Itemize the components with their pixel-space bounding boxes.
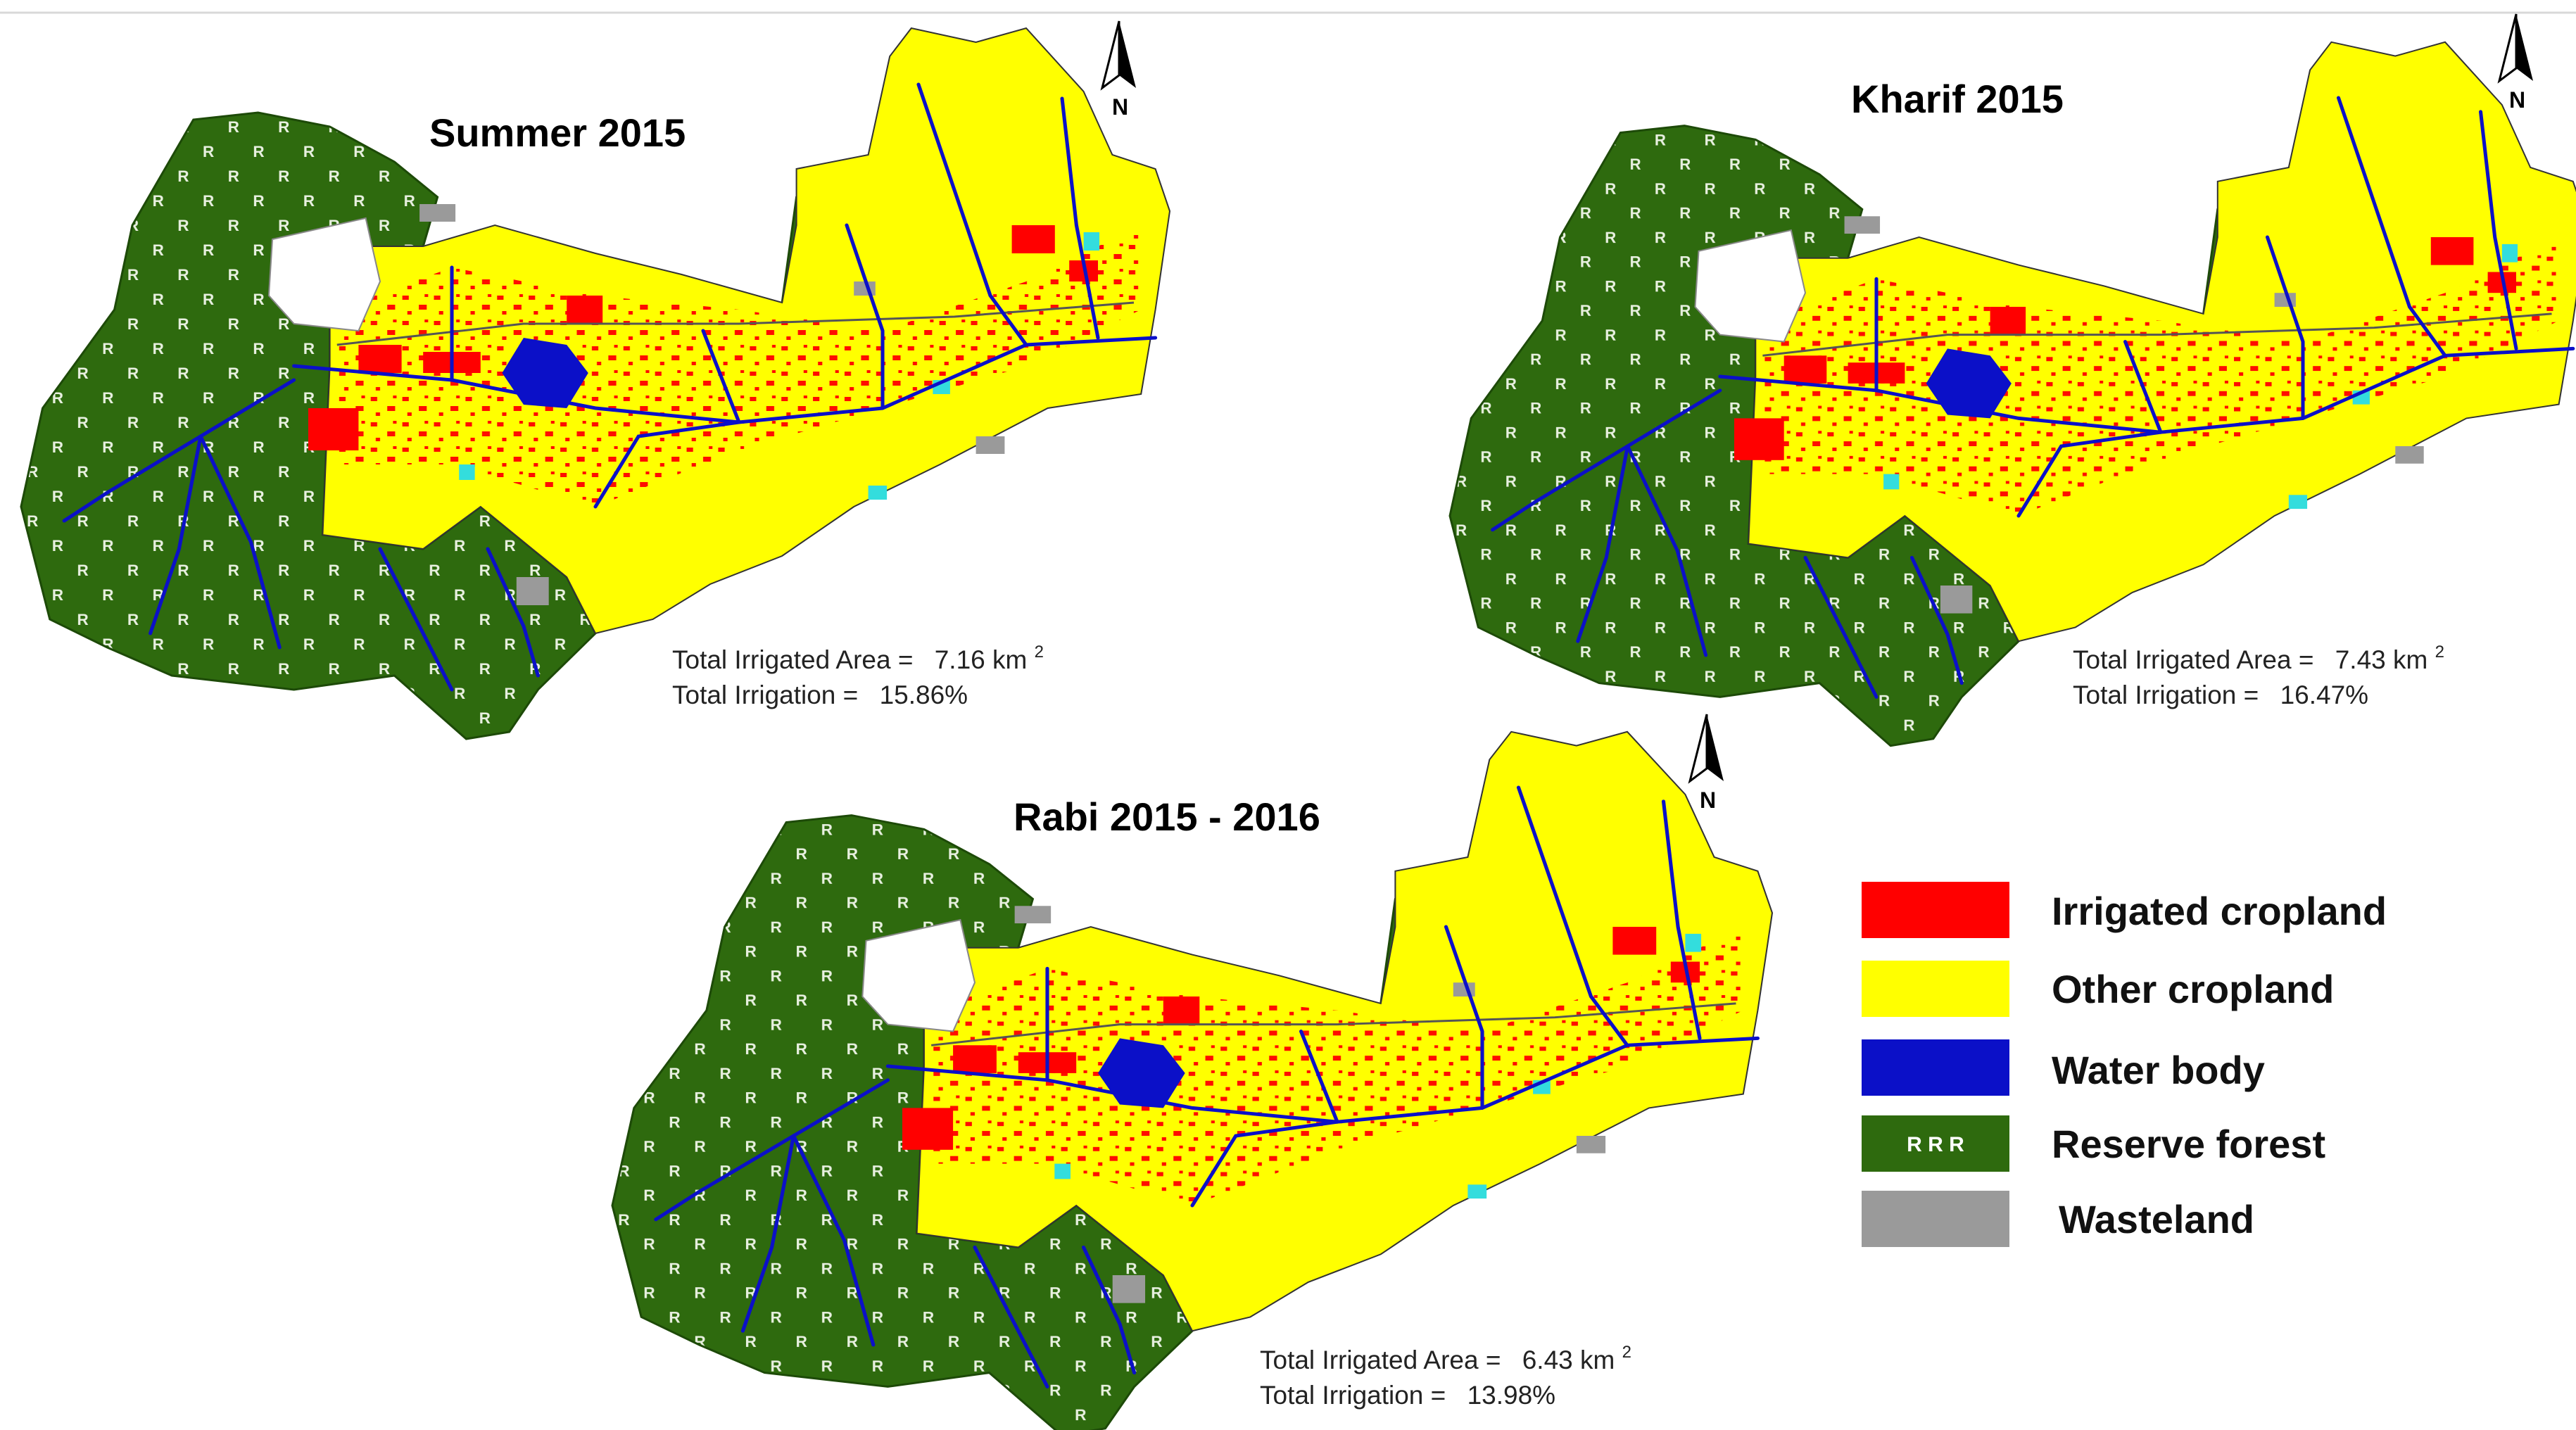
- map-kharif: Kharif 2015 N Total Irrigated Area = 7.4…: [1450, 13, 2576, 746]
- rabi-area-label: Total Irrigated Area =: [1260, 1346, 1501, 1374]
- legend-item-irrigated: Irrigated cropland: [1862, 882, 2387, 938]
- summer-irr-label: Total Irrigation =: [672, 681, 858, 709]
- legend-label-other: Other cropland: [2052, 967, 2334, 1011]
- legend-item-water: Water body: [1862, 1039, 2265, 1096]
- legend-label-forest: Reserve forest: [2052, 1122, 2325, 1166]
- summer-irr-value: 15.86%: [880, 681, 968, 709]
- summer-title: Summer 2015: [429, 110, 686, 155]
- legend-swatch-waste: [1862, 1191, 2009, 1247]
- kharif-area-value: 7.43 km: [2335, 645, 2428, 674]
- kharif-area-sup: 2: [2435, 643, 2444, 662]
- kharif-title: Kharif 2015: [1851, 77, 2064, 121]
- summer-area-label: Total Irrigated Area =: [672, 645, 913, 674]
- map-rabi: Rabi 2015 - 2016 N Total Irrigated Area …: [612, 713, 1772, 1430]
- summer-north-label: N: [1112, 94, 1128, 120]
- rabi-irrigation-stat: Total Irrigation = 13.98%: [1260, 1381, 1555, 1410]
- summer-area-value: 7.16 km: [935, 645, 1028, 674]
- legend-swatch-forest: [1862, 1115, 2009, 1172]
- rabi-area-value: 6.43 km: [1522, 1346, 1615, 1374]
- kharif-area-label: Total Irrigated Area =: [2073, 645, 2313, 674]
- kharif-irr-label: Total Irrigation =: [2073, 681, 2259, 709]
- kharif-irrigation-stat: Total Irrigation = 16.47%: [2073, 681, 2368, 709]
- legend-item-forest: R R R Reserve forest: [1862, 1115, 2325, 1172]
- kharif-irr-value: 16.47%: [2280, 681, 2369, 709]
- rabi-irr-value: 13.98%: [1467, 1381, 1556, 1410]
- kharif-area-stat: Total Irrigated Area = 7.43 km 2: [2073, 643, 2444, 674]
- legend-swatch-forest-text: R R R: [1907, 1133, 1964, 1156]
- rabi-north-arrow: N: [1688, 713, 1725, 813]
- kharif-north-label: N: [2509, 87, 2525, 113]
- summer-north-arrow: N: [1101, 20, 1137, 120]
- rabi-north-label: N: [1700, 787, 1716, 813]
- kharif-north-arrow: N: [2498, 13, 2534, 113]
- legend-label-irrigated: Irrigated cropland: [2052, 889, 2387, 933]
- legend: Irrigated cropland Other cropland Water …: [1862, 882, 2387, 1247]
- legend-item-other: Other cropland: [1862, 961, 2334, 1017]
- legend-label-waste: Wasteland: [2059, 1197, 2254, 1241]
- summer-area-stat: Total Irrigated Area = 7.16 km 2: [672, 643, 1044, 674]
- legend-swatch-irrigated: [1862, 882, 2009, 938]
- legend-swatch-water: [1862, 1039, 2009, 1096]
- legend-swatch-other: [1862, 961, 2009, 1017]
- rabi-irr-label: Total Irrigation =: [1260, 1381, 1446, 1410]
- map-summer: Summer 2015 N Total Irrigated Area = 7.1…: [21, 20, 1170, 739]
- kharif-watershed: [1450, 42, 2576, 746]
- summer-irrigation-stat: Total Irrigation = 15.86%: [672, 681, 968, 709]
- legend-label-water: Water body: [2052, 1048, 2265, 1092]
- rabi-title: Rabi 2015 - 2016: [1014, 795, 1320, 839]
- rabi-area-sup: 2: [1622, 1343, 1631, 1362]
- rabi-area-stat: Total Irrigated Area = 6.43 km 2: [1260, 1343, 1631, 1374]
- summer-area-sup: 2: [1035, 643, 1044, 662]
- legend-item-waste: Wasteland: [1862, 1191, 2254, 1247]
